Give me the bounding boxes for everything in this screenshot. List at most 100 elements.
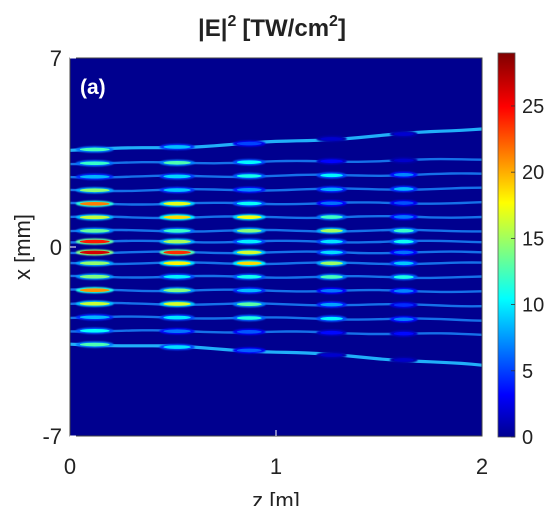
filament-hotspot <box>79 250 110 255</box>
filament-hotspot <box>236 275 262 279</box>
filament-hotspot <box>320 187 343 192</box>
filament-hotspot <box>163 201 191 206</box>
x-tick-label: 1 <box>270 454 282 479</box>
filament-hotspot <box>236 302 262 307</box>
filament-hotspot <box>163 215 191 220</box>
y-tick-label: -7 <box>42 424 62 449</box>
filament-hotspot <box>79 261 110 266</box>
filament-hotspot <box>393 275 414 279</box>
filament-hotspot <box>320 137 343 141</box>
x-axis: 0 1 2 z [m] <box>64 430 488 506</box>
filament-hotspot <box>393 187 414 191</box>
filament-hotspot <box>393 289 414 293</box>
filament-hotspot <box>236 160 262 164</box>
colorbar-tick-label: 20 <box>522 162 544 184</box>
filament-hotspot <box>393 317 414 322</box>
filament-hotspot <box>393 215 414 219</box>
filament-hotspot <box>79 301 110 306</box>
filament-hotspot <box>320 239 343 244</box>
filament-line <box>69 261 483 266</box>
filament-hotspot <box>320 159 343 164</box>
filament-hotspot <box>163 302 191 306</box>
filament-hotspot <box>163 329 191 334</box>
colorbar-tick-label: 10 <box>522 295 544 317</box>
filament-hotspot <box>163 239 191 244</box>
y-axis: 7 0 -7 x [mm] <box>10 46 76 449</box>
filament-hotspot <box>79 215 110 220</box>
x-tick-label: 2 <box>476 454 488 479</box>
filament-hotspot <box>320 288 343 293</box>
filament-hotspot <box>163 228 191 233</box>
x-tick-label: 0 <box>64 454 76 479</box>
filament-hotspot <box>320 261 343 266</box>
colorbar-ticks: 0 5 10 15 20 25 <box>511 96 544 449</box>
y-tick-label: 0 <box>50 235 62 260</box>
filament-hotspot <box>393 250 414 255</box>
filament-hotspot <box>236 250 262 255</box>
filament-hotspot <box>236 187 262 192</box>
filament-hotspot <box>320 275 343 279</box>
filament-hotspot <box>79 315 110 320</box>
filament-hotspot <box>236 174 262 178</box>
heatmap-plot-area <box>69 57 483 437</box>
filament-hotspot <box>236 215 262 219</box>
filament-hotspot <box>236 239 262 244</box>
panel-label: (a) <box>80 76 106 99</box>
filament-hotspot <box>163 188 191 192</box>
filament-hotspot <box>163 160 191 165</box>
filament-line <box>69 215 483 220</box>
filament-hotspot <box>393 132 414 136</box>
filament-line <box>69 250 483 255</box>
filament-hotspot <box>163 315 191 320</box>
filament-hotspot <box>393 239 414 244</box>
y-tick-label: 7 <box>50 46 62 71</box>
filament-hotspot <box>79 161 110 166</box>
filament-hotspot <box>236 141 262 146</box>
filament-hotspot <box>320 353 343 357</box>
filament-hotspot <box>236 348 262 353</box>
filament-hotspot <box>393 261 414 266</box>
x-axis-label: z [m] <box>252 488 300 506</box>
colorbar-tick-label: 15 <box>522 228 544 250</box>
filament-hotspot <box>79 239 110 244</box>
filament-hotspot <box>236 228 262 233</box>
filament-hotspot <box>79 328 110 333</box>
filament-hotspot <box>163 345 191 349</box>
filament-hotspot <box>236 330 262 334</box>
filament-hotspot <box>79 188 110 193</box>
filament-hotspot <box>236 316 262 320</box>
filament-hotspot <box>393 303 414 307</box>
colorbar-tick-label: 5 <box>522 361 533 383</box>
filament-hotspot <box>393 331 414 336</box>
filament-hotspot <box>79 274 110 279</box>
filament-hotspot <box>163 174 191 179</box>
chart-title: |E|2 [TW/cm2] <box>198 13 346 42</box>
filament-hotspot <box>320 330 343 335</box>
filament-hotspot <box>163 145 191 149</box>
y-axis-label: x [mm] <box>10 214 35 280</box>
filament-hotspot <box>79 174 110 179</box>
filament-hotspot <box>163 274 191 279</box>
colorbar-gradient <box>497 52 516 438</box>
filament-hotspot <box>79 228 110 233</box>
colorbar: 0 5 10 15 20 25 <box>497 52 544 449</box>
filament-hotspot <box>320 316 343 321</box>
filament-hotspot <box>320 302 343 307</box>
filament-hotspot <box>236 261 262 266</box>
filament-hotspot <box>393 158 414 163</box>
filament-hotspot <box>79 342 110 347</box>
colorbar-tick-label: 25 <box>522 96 544 118</box>
heatmap-background <box>70 58 482 436</box>
filament-hotspot <box>79 147 110 152</box>
filament-hotspot <box>320 250 343 255</box>
filament-hotspot <box>393 172 414 177</box>
colorbar-tick-label: 0 <box>522 427 533 449</box>
filament-layer <box>69 127 483 367</box>
filament-hotspot <box>163 288 191 293</box>
filament-hotspot <box>320 173 343 178</box>
filament-hotspot <box>320 215 343 219</box>
filament-hotspot <box>320 201 343 206</box>
filament-hotspot <box>320 228 343 233</box>
filament-hotspot <box>236 288 262 293</box>
